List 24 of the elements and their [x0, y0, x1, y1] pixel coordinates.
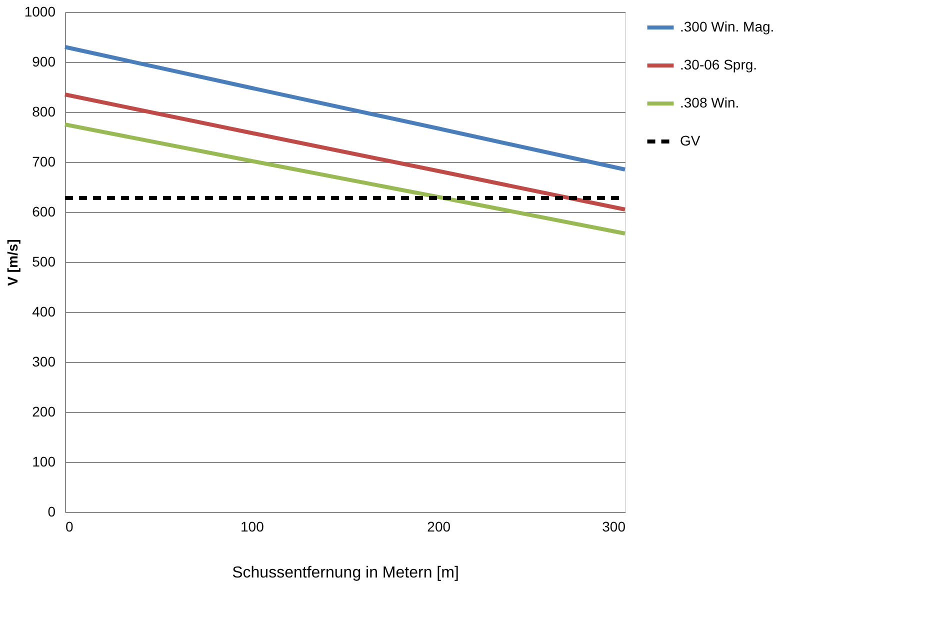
- y-tick-label: 900: [32, 54, 56, 70]
- line-series: [63, 122, 627, 236]
- x-tick-label: 200: [427, 518, 451, 534]
- legend-label: .308 Win.: [680, 94, 740, 110]
- line-series: [63, 45, 627, 172]
- x-tick-label: 300: [602, 518, 626, 534]
- y-tick-label: 200: [32, 404, 56, 420]
- y-tick-label: 800: [32, 104, 56, 120]
- y-tick-label: 0: [48, 504, 56, 520]
- y-tick-label: 1000: [24, 4, 56, 20]
- legend-label: GV: [680, 132, 701, 148]
- legend-label: .300 Win. Mag.: [680, 18, 774, 34]
- x-tick-label: 0: [66, 518, 74, 534]
- y-tick-label: 100: [32, 454, 56, 470]
- legend-label: .30-06 Sprg.: [680, 56, 758, 72]
- y-tick-label: 300: [32, 354, 56, 370]
- y-tick-label: 500: [32, 254, 56, 270]
- y-tick-label: 400: [32, 304, 56, 320]
- y-axis-title: V [m/s]: [4, 239, 20, 286]
- y-tick-label: 600: [32, 204, 56, 220]
- line-series: [63, 92, 627, 212]
- y-tick-label: 700: [32, 154, 56, 170]
- x-axis-title: Schussentfernung in Metern [m]: [232, 564, 459, 582]
- x-tick-label: 100: [240, 518, 264, 534]
